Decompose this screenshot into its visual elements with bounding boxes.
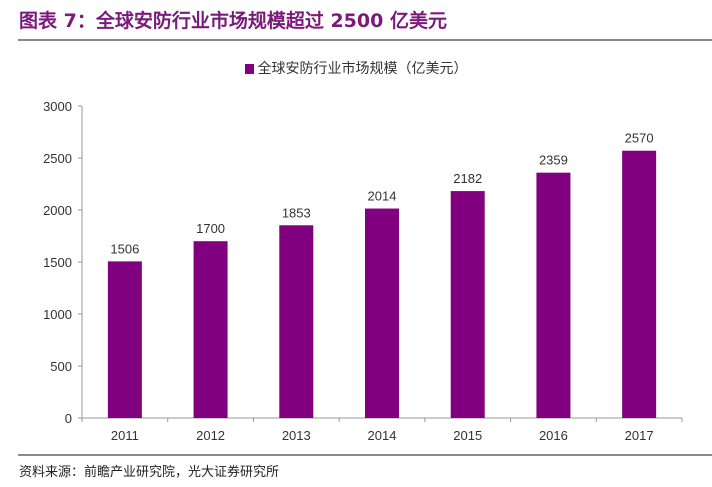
title-rule <box>18 39 712 41</box>
y-tick-label: 2500 <box>43 151 72 166</box>
bar-2015 <box>450 191 485 418</box>
bar-2016 <box>536 172 571 418</box>
legend: 全球安防行业市场规模（亿美元） <box>0 58 712 78</box>
bar-2017 <box>622 150 657 418</box>
footer-rule <box>18 454 712 456</box>
x-tick-label: 2017 <box>625 428 654 443</box>
figure-title: 图表 7：全球安防行业市场规模超过 2500 亿美元 <box>19 10 447 32</box>
data-label: 2014 <box>368 189 397 204</box>
y-tick-label: 1500 <box>43 255 72 270</box>
x-tick-label: 2014 <box>368 428 397 443</box>
source-note: 资料来源：前瞻产业研究院，光大证券研究所 <box>19 465 280 480</box>
data-label: 1506 <box>110 241 139 256</box>
bar-2012 <box>193 241 228 418</box>
x-tick-label: 2011 <box>111 428 139 443</box>
x-tick-label: 2013 <box>282 428 311 443</box>
legend-swatch <box>244 64 254 74</box>
y-tick-label: 2000 <box>43 203 72 218</box>
bar-2014 <box>365 208 399 418</box>
y-tick-label: 3000 <box>43 99 72 114</box>
legend-label: 全球安防行业市场规模（亿美元） <box>257 61 468 77</box>
x-tick-label: 2016 <box>539 428 568 443</box>
data-label: 2182 <box>453 171 482 186</box>
x-tick-label: 2012 <box>196 428 225 443</box>
data-label: 1700 <box>196 221 225 236</box>
data-label: 1853 <box>282 205 311 220</box>
y-tick-label: 0 <box>65 411 72 426</box>
data-label: 2570 <box>625 131 654 146</box>
bar-2011 <box>107 261 142 418</box>
data-label: 2359 <box>539 153 568 168</box>
bar-2013 <box>279 225 314 418</box>
x-tick-label: 2015 <box>453 428 482 443</box>
y-tick-label: 500 <box>50 359 72 374</box>
y-tick-label: 1000 <box>43 307 72 322</box>
